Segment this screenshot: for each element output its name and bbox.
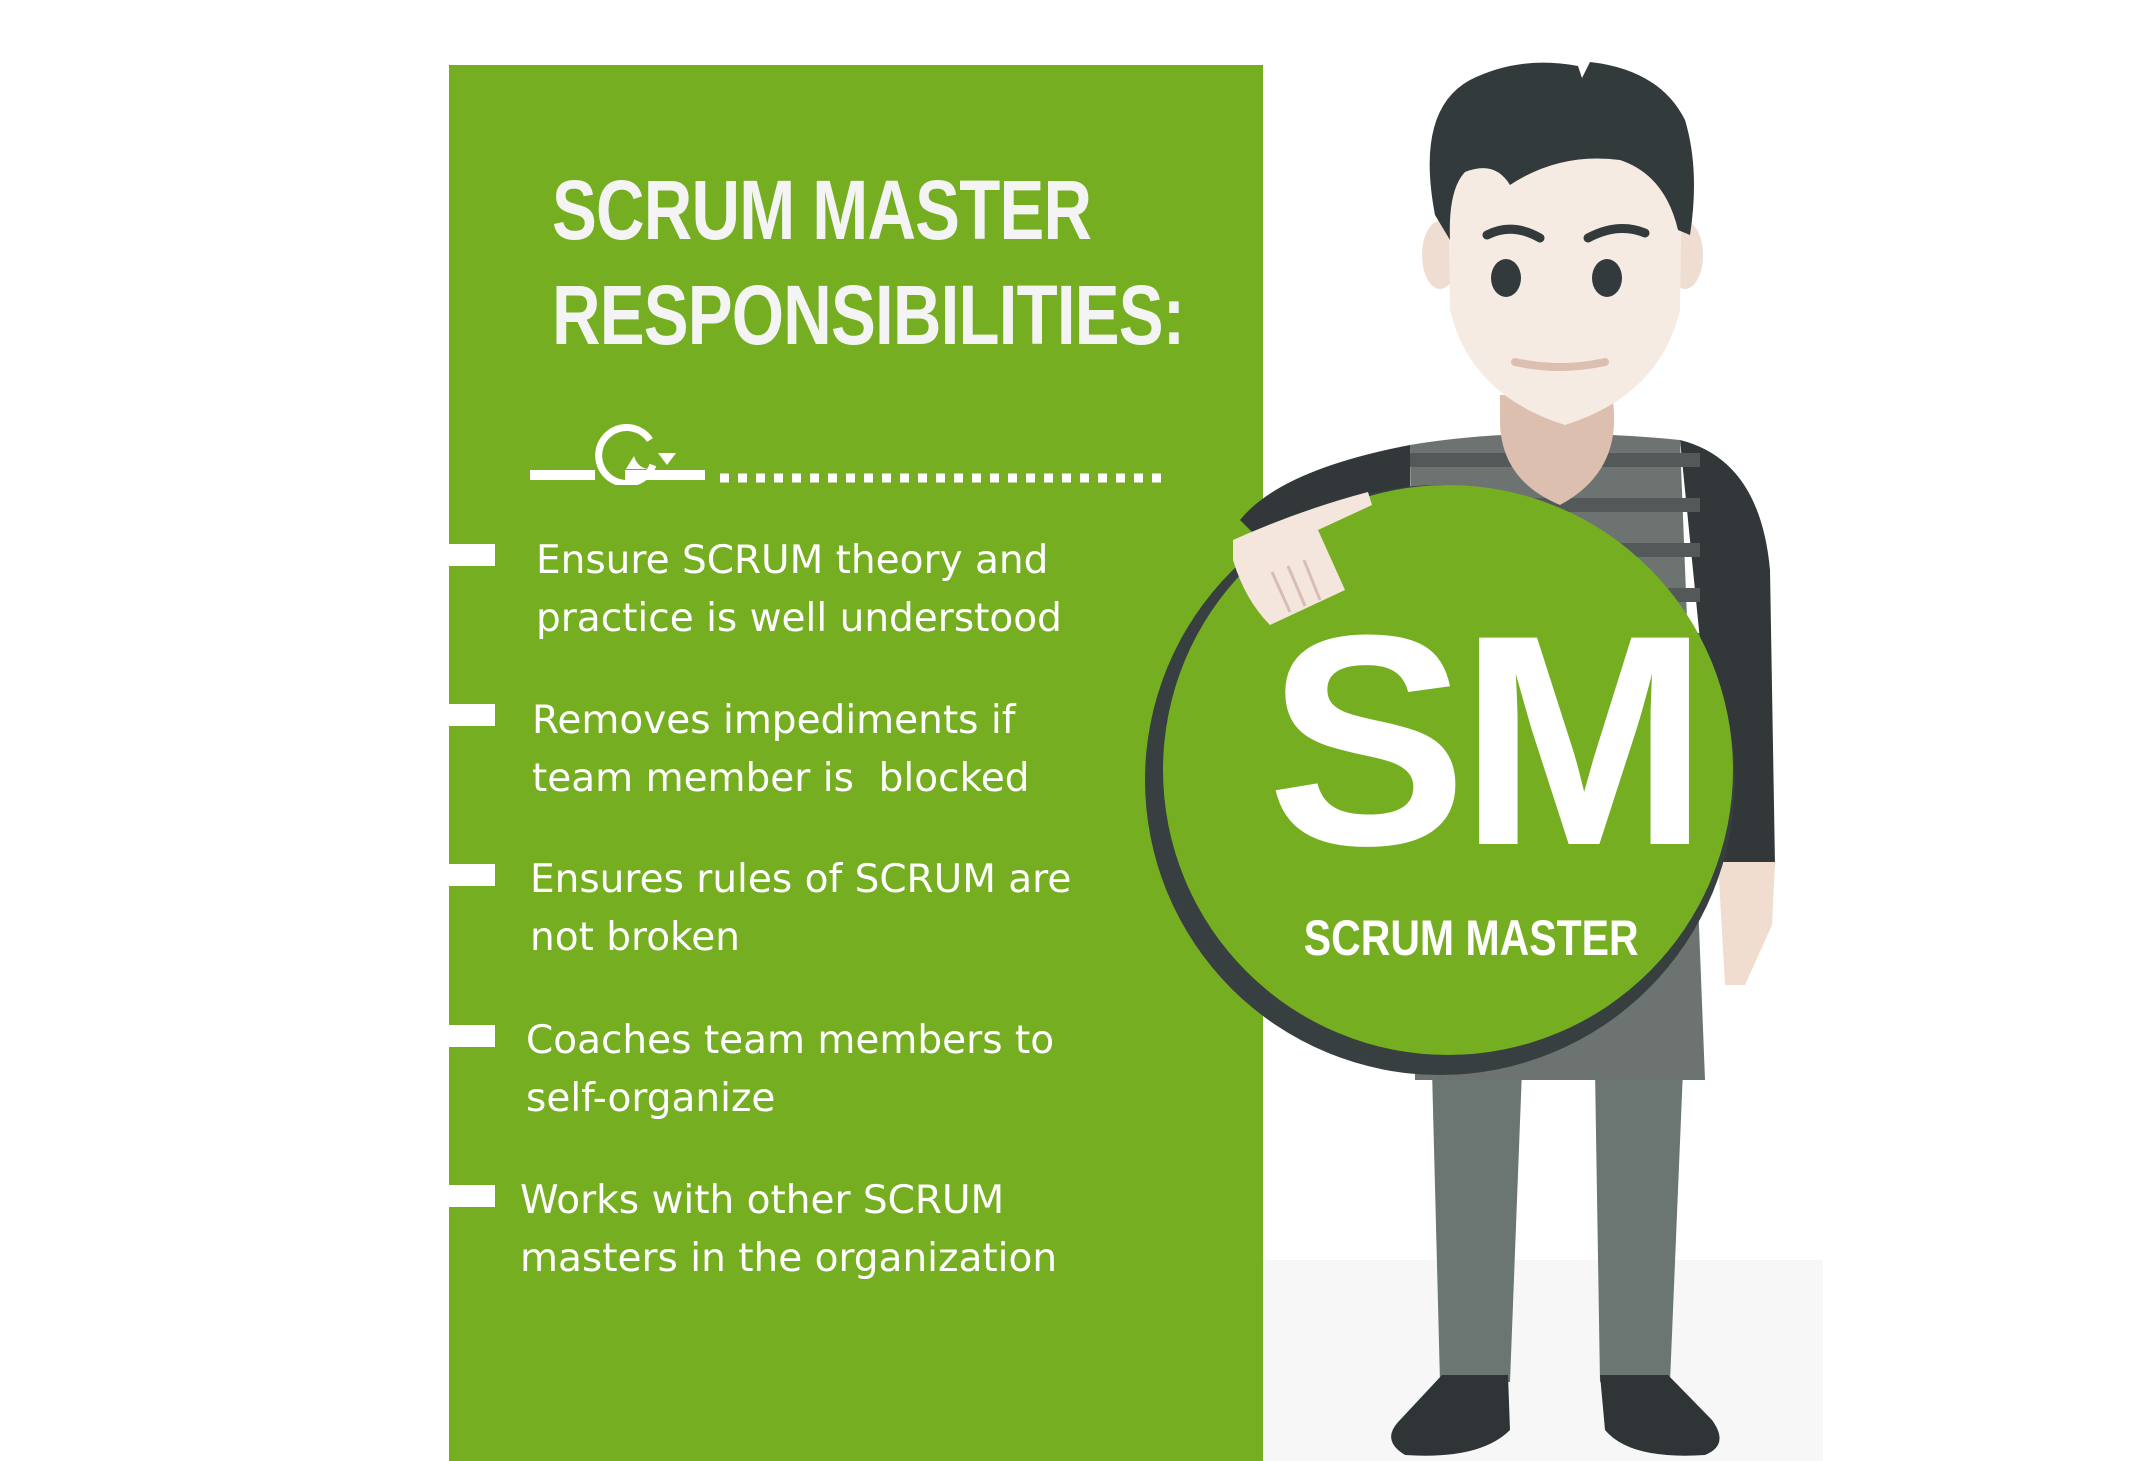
right-hand — [1718, 862, 1775, 985]
badge-initials: SM — [1267, 572, 1709, 908]
finger-lines — [1270, 559, 1322, 613]
list-item: Ensure SCRUM theory and practice is well… — [536, 538, 1062, 641]
right-eyebrow — [1583, 224, 1650, 243]
right-sleeve — [1680, 440, 1775, 865]
responsibilities-panel — [449, 65, 1263, 1461]
list-item: Coaches team members to self-organize — [526, 1018, 1055, 1121]
neck — [1500, 395, 1615, 505]
list-bullet — [449, 544, 495, 566]
right-leg — [1595, 1070, 1683, 1382]
left-eye — [1491, 259, 1521, 297]
left-leg — [1432, 1070, 1522, 1382]
title-line-1: SCRUM MASTER — [552, 163, 1092, 257]
title-line-2: RESPONSIBILITIES: — [552, 268, 1185, 362]
sprint-cycle-icon — [530, 424, 1170, 485]
floor-shadow — [1263, 1260, 1823, 1461]
left-shoe — [1391, 1375, 1510, 1456]
list-bullet — [449, 1025, 495, 1047]
list-item: Works with other SCRUM masters in the or… — [520, 1178, 1058, 1281]
list-bullet — [449, 864, 495, 886]
page-title: SCRUM MASTER RESPONSIBILITIES: — [552, 158, 1185, 368]
mouth — [1511, 358, 1609, 371]
left-eyebrow — [1482, 224, 1545, 243]
hair — [1429, 62, 1694, 240]
right-eye — [1592, 259, 1622, 297]
list-item: Removes impediments if team member is bl… — [532, 698, 1030, 801]
list-bullet — [449, 704, 495, 726]
badge-label: SCRUM MASTER — [1303, 910, 1639, 966]
right-shoe — [1600, 1375, 1720, 1456]
list-bullet — [449, 1185, 495, 1207]
list-item: Ensures rules of SCRUM are not broken — [530, 857, 1072, 960]
left-hand — [1233, 492, 1372, 625]
sm-badge — [1163, 485, 1733, 1055]
